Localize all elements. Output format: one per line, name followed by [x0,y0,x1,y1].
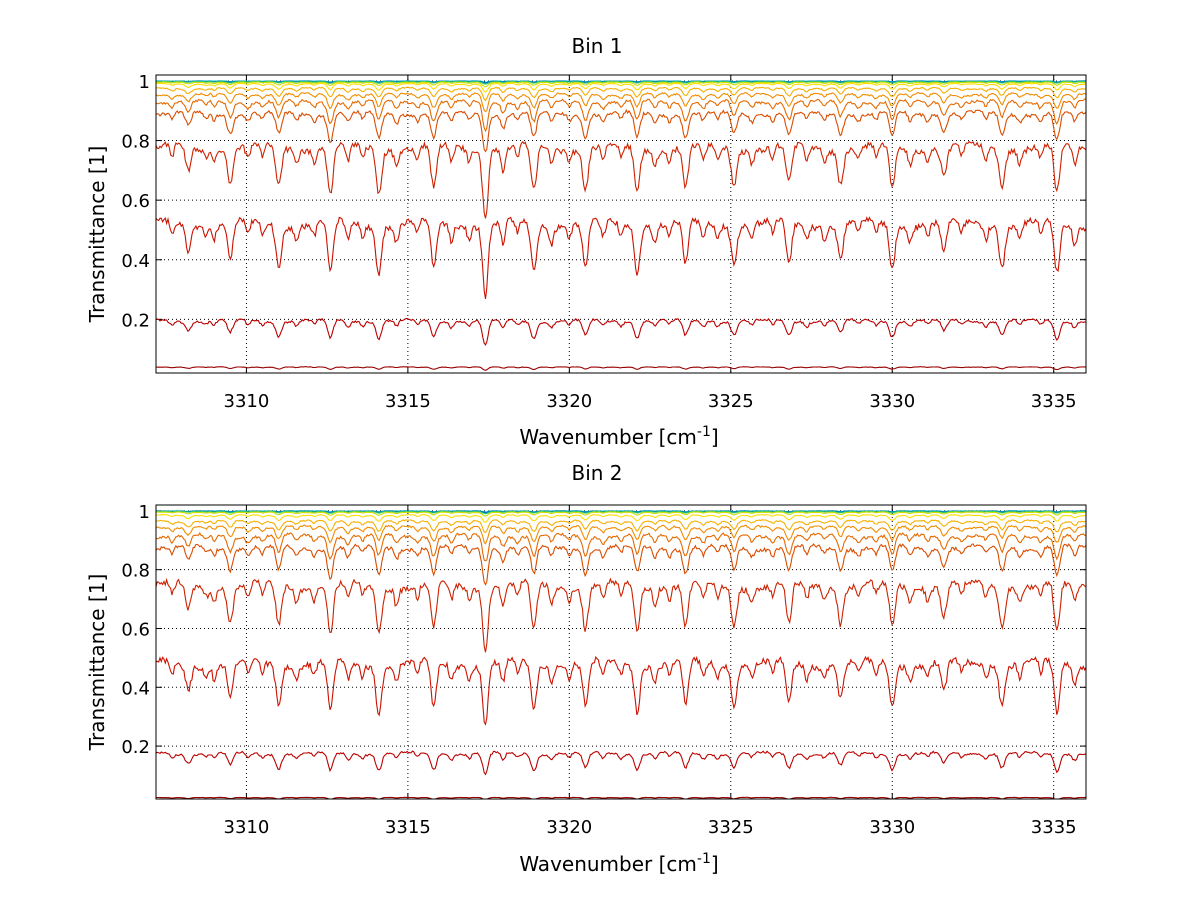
plot-area [156,75,1086,373]
x-tick-label: 3315 [385,391,431,412]
spectrum-series-11 [156,216,1086,299]
y-tick-label: 1 [139,72,150,93]
y-tick-label: 0.8 [121,561,150,582]
spectrum-series-3 [156,80,1086,85]
y-tick-label: 0.4 [121,251,150,272]
x-axis-label: Wavenumber [cm-1] [519,424,718,449]
chart-title: Bin 1 [571,34,622,58]
y-tick-label: 0.6 [121,191,150,212]
spectrum-series-4 [156,81,1086,88]
spectrum-series-7 [156,524,1086,545]
y-tick-label: 0.6 [121,619,150,640]
spectrum-series-13 [156,366,1086,371]
spectrum-series-6 [156,519,1086,534]
spectrum-series-9 [156,108,1086,153]
spectrum-series-7 [156,91,1086,113]
spectrum-series-5 [156,82,1086,93]
x-axis-label-sup: -1 [697,851,711,867]
x-tick-label: 3330 [869,391,915,412]
spectrum-series-9 [156,543,1086,586]
spectrum-series-5 [156,513,1086,524]
x-axis-label-main: Wavenumber [cm [519,852,697,876]
chart-title: Bin 2 [571,461,622,485]
axes-frame [155,504,1087,800]
x-tick-label: 3335 [1031,817,1077,838]
x-tick-label: 3325 [708,817,754,838]
spectrum-series-8 [156,98,1086,133]
x-tick-label: 3330 [869,817,915,838]
spectrum-series-4 [156,511,1086,517]
chart-panel-2: 3310 3315 3320 3325 3330 3335 0.2 0.4 0.6 0.8 1 Bin… [85,461,1087,876]
x-axis-label-main: Wavenumber [cm [519,425,697,449]
y-tick-label: 0.2 [121,737,150,758]
chart-panel-1: 3310 3315 3320 3325 3330 3335 0.2 0.4 0.6 0.8 1 Bin… [85,34,1087,449]
x-tick-label: 3320 [546,817,592,838]
axes-frame [155,74,1087,374]
plot-area [156,505,1086,799]
x-tick-label: 3320 [546,391,592,412]
x-tick-label: 3315 [385,817,431,838]
y-tick-label: 0.2 [121,310,150,331]
spectrum-series-3 [156,510,1086,515]
x-tick-label: 3310 [224,391,270,412]
y-tick-label: 0.4 [121,678,150,699]
spectrum-series-8 [156,532,1086,562]
spectrum-series-11 [156,655,1086,726]
y-tick-label: 1 [139,502,150,523]
y-axis-label: Transmittance [1] [85,574,109,752]
x-tick-label: 3335 [1031,391,1077,412]
spectrum-series-12 [156,750,1086,776]
x-tick-label: 3310 [224,817,270,838]
x-tick-label: 3325 [708,391,754,412]
spectrum-series-13 [156,796,1086,799]
spectrum-series-10 [156,140,1086,219]
spectrum-series-10 [156,577,1086,653]
x-axis-label-end: ] [711,852,719,876]
y-tick-label: 0.8 [121,132,150,153]
spectrum-series-12 [156,317,1086,346]
spectrum-series-6 [156,86,1086,102]
y-axis-label: Transmittance [1] [85,146,109,324]
x-axis-label-sup: -1 [697,424,711,440]
x-axis-label: Wavenumber [cm-1] [519,851,718,876]
x-axis-label-end: ] [711,425,719,449]
